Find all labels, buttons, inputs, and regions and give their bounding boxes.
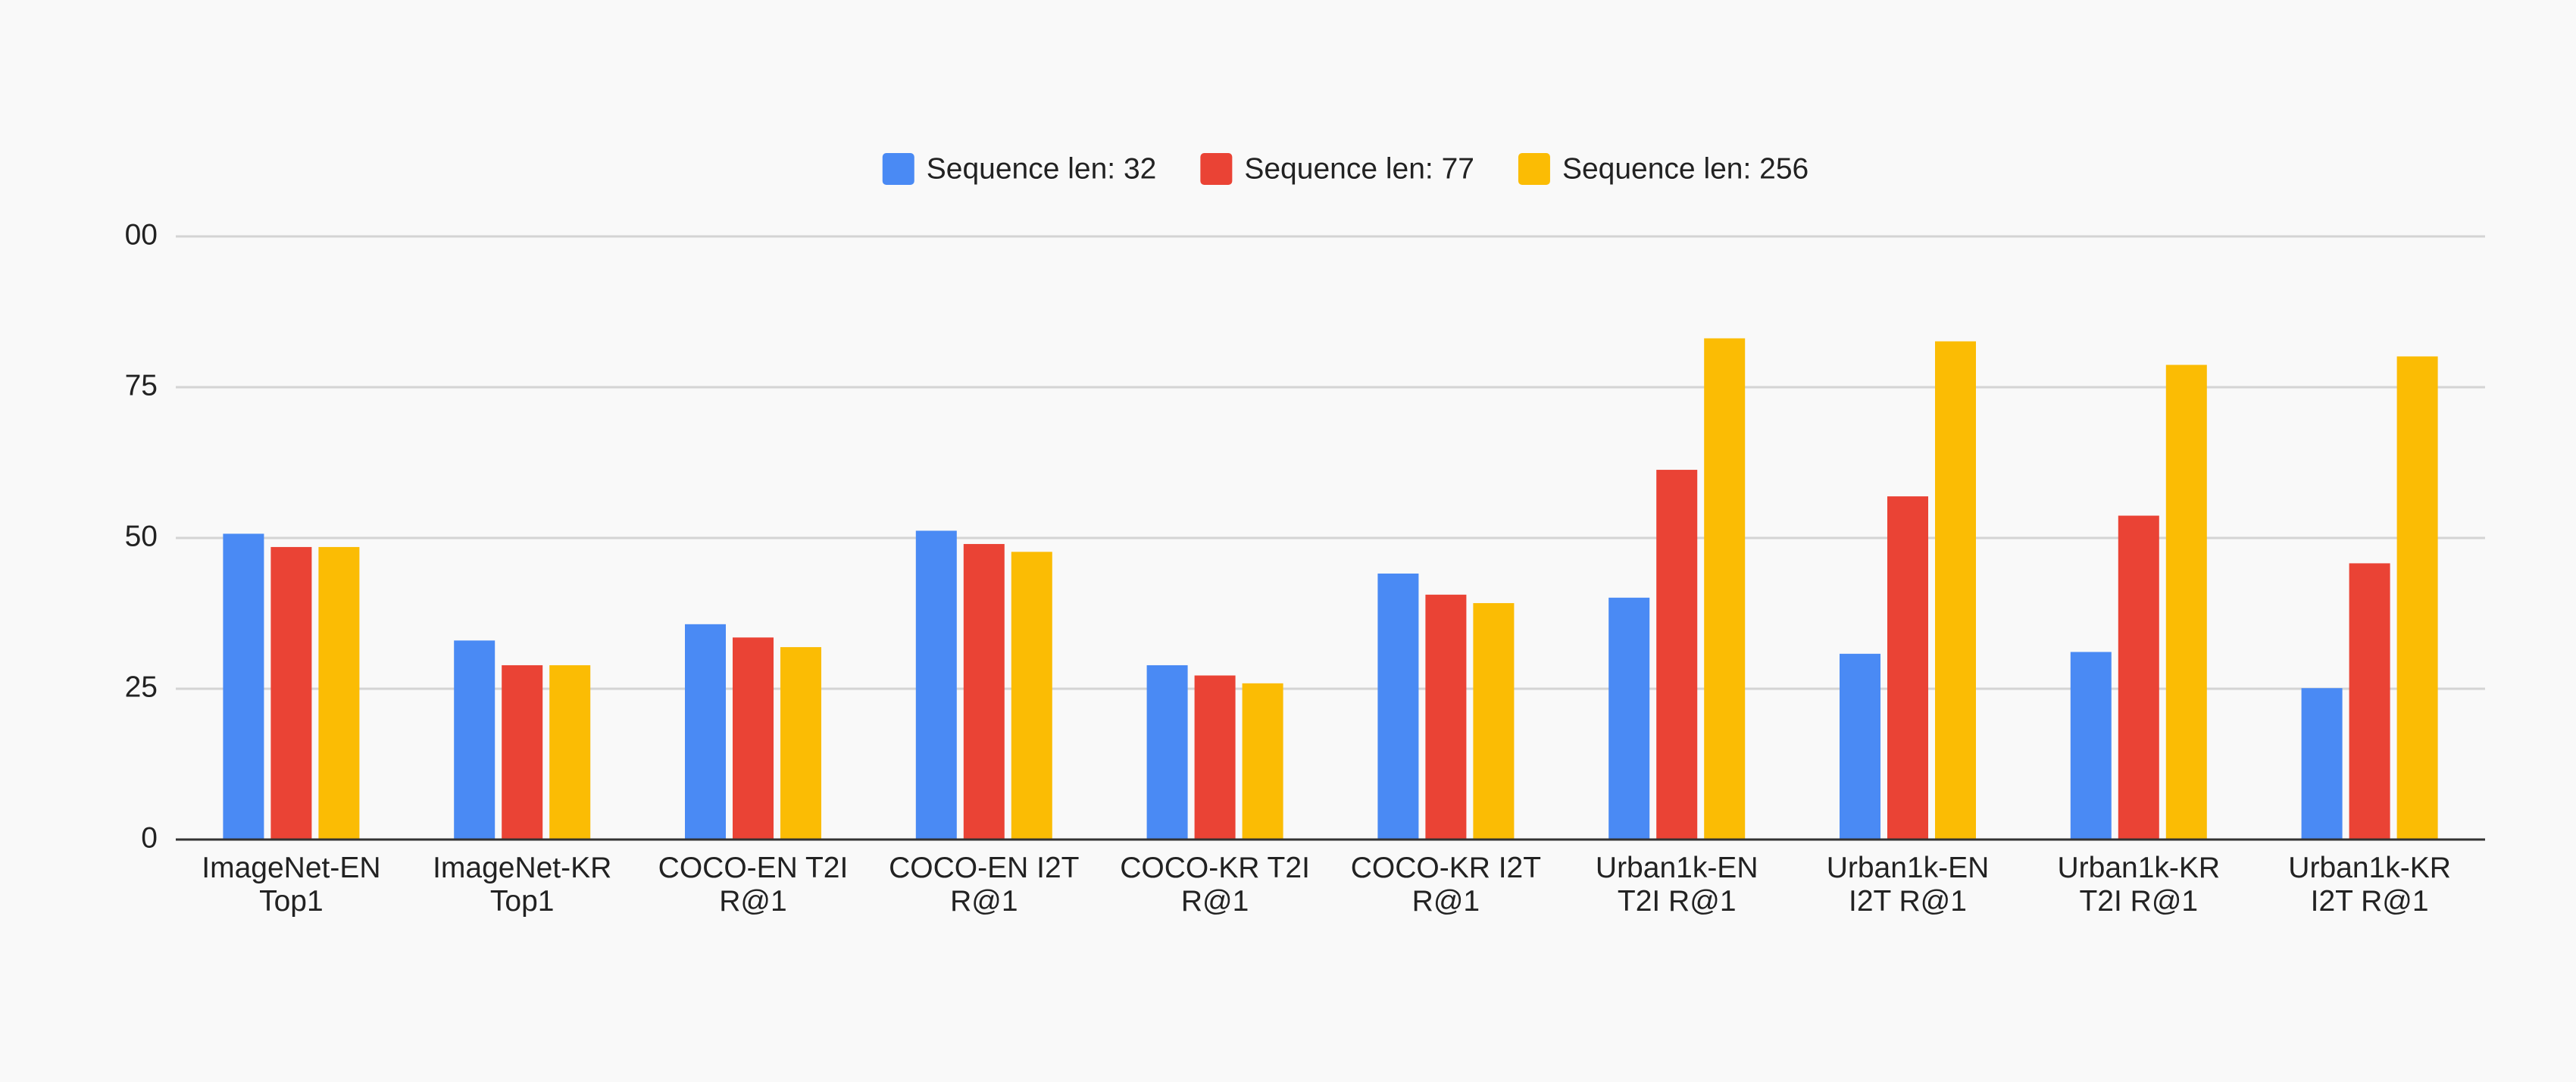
y-tick-label: 50 — [125, 520, 158, 552]
bar — [2118, 515, 2159, 840]
bar — [454, 640, 496, 840]
y-tick-label: 0 — [141, 821, 158, 854]
y-tick-label: 00 — [125, 218, 158, 251]
x-tick-label: Urban1k-KR I2T R@1 — [2288, 852, 2451, 918]
bar — [549, 665, 591, 840]
bar — [318, 546, 360, 840]
x-tick-label: Urban1k-EN I2T R@1 — [1827, 852, 1990, 918]
bar — [685, 624, 726, 840]
x-tick-label: COCO-EN I2T R@1 — [889, 852, 1079, 918]
legend-swatch — [1200, 153, 1233, 185]
bar — [1146, 665, 1188, 840]
bar — [1887, 496, 1928, 840]
bar — [1377, 573, 1419, 840]
bar — [733, 637, 774, 840]
legend-label: Sequence len: 256 — [1562, 152, 1809, 185]
x-tick-label: Urban1k-KR T2I R@1 — [2058, 852, 2221, 918]
x-tick-label: COCO-KR T2I R@1 — [1120, 852, 1310, 918]
x-tick-label: COCO-KR I2T R@1 — [1351, 852, 1541, 918]
bar — [1425, 594, 1467, 840]
legend-swatch — [882, 153, 914, 185]
bar — [2070, 652, 2112, 840]
bar — [1473, 602, 1515, 840]
legend-swatch — [1518, 153, 1550, 185]
legend-label: Sequence len: 32 — [927, 152, 1157, 185]
x-tick-label: ImageNet-EN Top1 — [202, 852, 380, 918]
bar — [780, 647, 821, 840]
y-tick-label: 75 — [125, 369, 158, 402]
bar — [1935, 341, 1976, 840]
x-tick-label: Urban1k-EN T2I R@1 — [1596, 852, 1758, 918]
legend-label: Sequence len: 77 — [1244, 152, 1474, 185]
bar — [2396, 356, 2438, 840]
bar — [1656, 470, 1698, 840]
bar — [223, 533, 264, 840]
bar — [1011, 552, 1052, 840]
bar — [1242, 683, 1283, 840]
x-tick-label: ImageNet-KR Top1 — [433, 852, 611, 918]
bar — [2165, 364, 2207, 840]
bar — [2349, 563, 2390, 840]
bar — [502, 665, 543, 840]
bar — [1840, 653, 1880, 840]
bar — [1608, 597, 1650, 840]
bar — [2301, 688, 2343, 840]
x-tick-label: COCO-EN T2I R@1 — [658, 852, 849, 918]
bar — [1194, 675, 1236, 840]
bar — [963, 543, 1005, 840]
bar — [1704, 338, 1746, 840]
y-tick-label: 25 — [125, 671, 158, 703]
bar — [270, 546, 312, 840]
bar — [915, 530, 957, 840]
